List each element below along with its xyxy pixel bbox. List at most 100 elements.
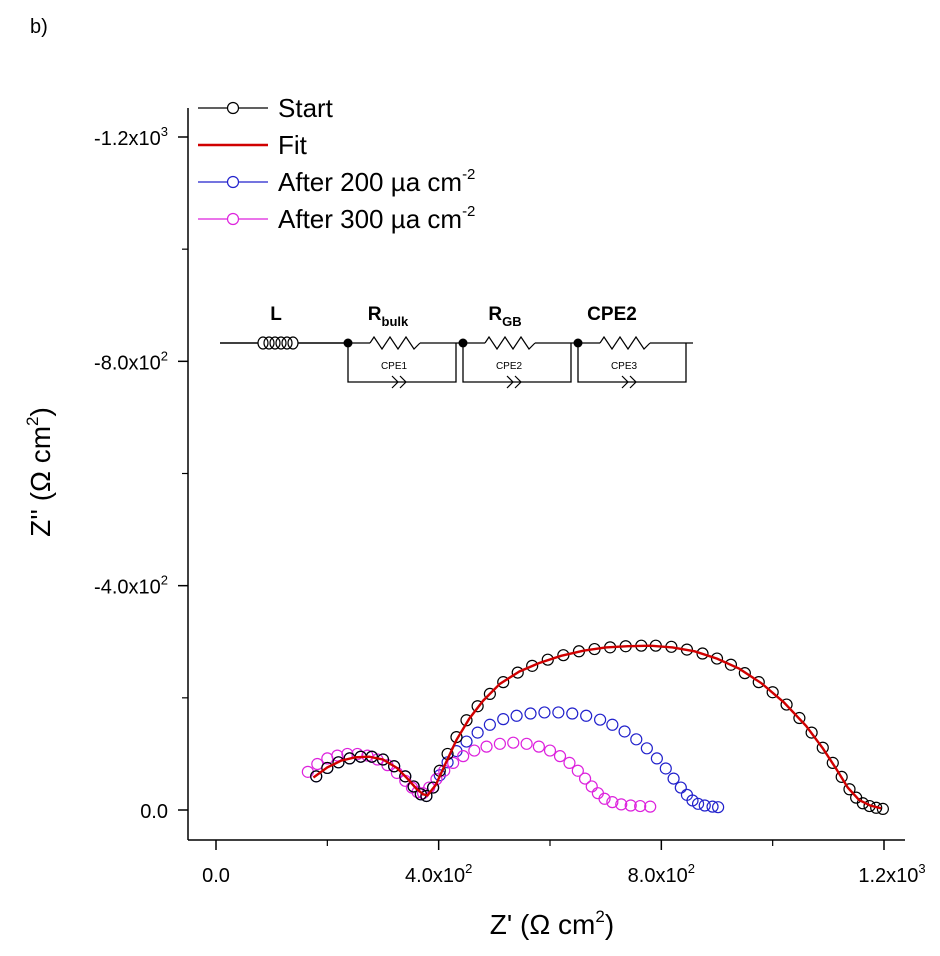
circuit-element-label: L [270,304,282,325]
x-tick-label: 4.0x102 [405,861,472,887]
data-point [712,801,725,814]
data-point [667,772,680,785]
y-tick-labels: 0.0 -4.0x102 -8.0x102 -1.2x103 [94,124,168,823]
legend-swatch-marker [226,175,240,189]
data-point [541,653,554,666]
data-point [650,752,663,765]
inductor-symbol [257,336,299,350]
x-tick-labels: 0.0 4.0x102 8.0x102 1.2x103 [202,861,926,887]
series-after-300-a-cm-2 [301,736,657,813]
data-point [606,718,619,731]
data-point [724,658,738,671]
data-point [706,800,719,813]
data-point [543,744,557,757]
resistor-symbol [369,335,421,351]
legend-label: After 300 µa cm-2 [278,203,475,234]
data-point [876,802,889,815]
legend-swatch-marker [226,101,240,115]
data-point [793,711,806,725]
data-point [399,770,412,783]
data-point [310,770,323,783]
data-point [471,726,484,739]
data-point [507,736,520,749]
cpe-label: CPE3 [611,361,638,372]
data-point [480,740,493,753]
data-point [606,796,619,809]
equivalent-circuit: CPE1 CPE2 CPE3 L Rbulk RGB CPE2 [220,304,693,389]
resistor-symbol [599,335,651,351]
data-point [571,764,584,777]
panel-label: b) [30,16,48,38]
data-point [710,652,724,665]
data-point [640,742,653,755]
data-point [618,725,631,738]
data-point [835,770,848,784]
data-point [674,781,687,794]
data-point [766,686,779,699]
data-point [471,700,484,713]
cpe-symbol [506,375,522,389]
data-point [447,756,460,769]
data-point [598,792,611,805]
legend-label: Start [278,93,334,123]
circuit-element-label: Rbulk [368,304,409,329]
data-point [816,741,829,754]
data-point [615,798,628,811]
data-point [321,761,334,775]
data-point [659,762,672,775]
data-point [696,647,709,660]
series-after-200-a-cm-2 [310,706,725,814]
y-tick-label: -4.0x102 [94,573,168,599]
data-point [468,744,481,757]
data-point [493,737,506,750]
data-point [552,706,565,719]
cpe-symbol [391,375,407,389]
y-tick-label: -1.2x103 [94,124,168,150]
legend-item: Fit [198,130,308,160]
data-point [566,707,579,720]
legend-item: After 300 µa cm-2 [198,203,475,234]
rc-block: CPE3 [573,335,693,389]
x-tick-label: 0.0 [202,865,230,887]
cpe-label: CPE1 [381,361,408,372]
data-point [698,799,711,812]
rc-blocks: CPE1 CPE2 CPE3 [343,335,693,389]
x-tick-label: 8.0x102 [628,861,695,887]
fit-line [312,644,882,810]
y-tick-label: 0.0 [140,801,168,823]
data-point [591,787,604,800]
legend: Start Fit After 200 µa cm-2 After 300 µa cm… [198,93,475,234]
data-point [460,714,473,727]
data-point [538,706,551,719]
y-tick-label: -8.0x102 [94,348,168,374]
data-point [460,735,473,748]
data-point [752,676,765,689]
data-point [520,737,533,750]
data-point [524,707,537,720]
data-point [634,799,647,813]
data-point [433,769,446,782]
data-point [805,726,818,739]
data-point [738,667,751,680]
data-point [457,750,470,763]
circuit-element-label: CPE2 [587,304,637,325]
data-point [332,756,345,769]
data-point [585,780,598,793]
series-layer [301,639,889,815]
data-point [630,733,643,746]
circuit-element-label: RGB [488,304,521,329]
data-point [843,783,856,796]
data-point [563,756,576,769]
legend-item: Start [198,93,334,123]
data-point [826,756,839,769]
x-tick-label: 1.2x103 [858,861,925,887]
data-point [420,789,433,803]
data-point [427,781,440,794]
data-point [578,772,592,785]
data-point [510,709,523,722]
series-fit [312,644,882,810]
data-point [780,698,793,711]
data-point [497,676,510,689]
data-point [624,799,637,812]
